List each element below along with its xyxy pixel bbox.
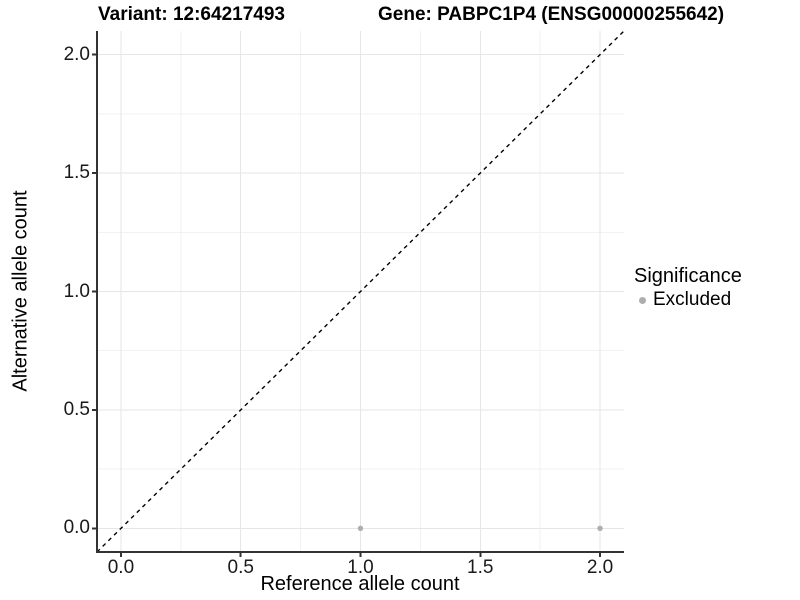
y-tick-label: 0.0 [63,517,90,539]
x-tick-label: 0.5 [227,557,254,578]
y-tick-label: 2.0 [63,43,90,65]
identity-dashed-line [96,30,625,553]
legend-title: Significance [634,265,742,287]
x-tick-label: 1.0 [347,557,374,578]
x-tick-label: 1.5 [467,557,494,578]
y-tick-label: 0.5 [63,398,90,420]
legend-item-label: Excluded [653,289,732,310]
x-tick-label: 2.0 [586,557,614,578]
y-tick-label: 1.5 [63,162,90,184]
legend-key [634,292,651,309]
legend: Significance Excluded [634,265,742,311]
variant-title: Variant: 12:64217493 [98,4,285,25]
x-tick-label: 0.0 [107,557,135,578]
y-axis-title: Alternative allele count [9,190,32,392]
legend-point-icon [639,296,646,304]
legend-items: Excluded [634,289,742,311]
legend-item: Excluded [634,289,742,311]
data-point [597,525,603,532]
gene-title: Gene: PABPC1P4 (ENSG00000255642) [378,4,725,25]
data-point [357,525,364,532]
x-axis-title: Reference allele count [260,573,460,595]
y-tick-label: 1.0 [63,280,90,302]
